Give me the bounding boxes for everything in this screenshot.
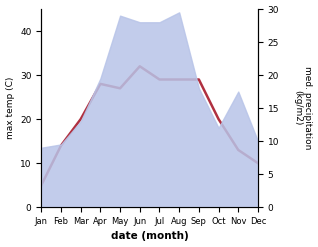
Y-axis label: med. precipitation
(kg/m2): med. precipitation (kg/m2) bbox=[293, 66, 313, 150]
Y-axis label: max temp (C): max temp (C) bbox=[5, 77, 15, 139]
X-axis label: date (month): date (month) bbox=[111, 231, 189, 242]
